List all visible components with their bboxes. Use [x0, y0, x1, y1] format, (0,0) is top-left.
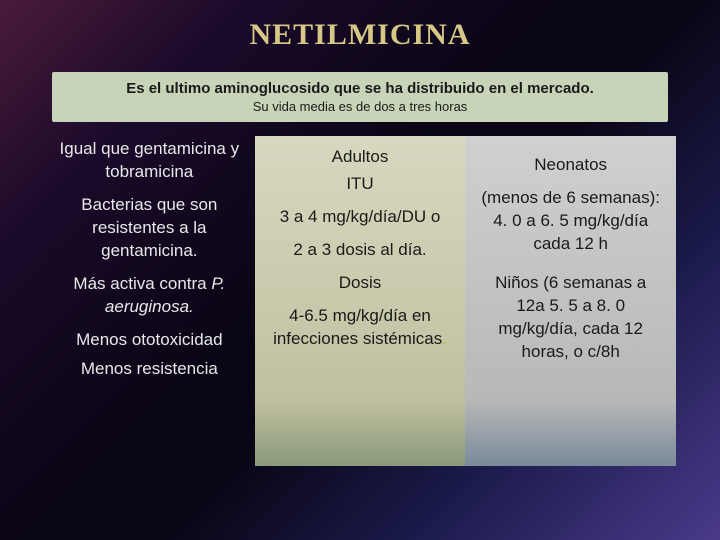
col1-p3a: Más activa contra — [73, 274, 211, 293]
col1-p1: Igual que gentamicina y tobramicina — [58, 138, 241, 184]
col2-dot: . — [442, 329, 447, 348]
page-title: NETILMICINA — [0, 0, 720, 52]
col3-l2: Niños (6 semanas a 12a 5. 5 a 8. 0 mg/kg… — [479, 272, 662, 364]
col1-p5: Menos resistencia — [58, 358, 241, 381]
col2-h2: ITU — [269, 173, 452, 196]
col3-h1: Neonatos — [479, 154, 662, 177]
columns-container: Igual que gentamicina y tobramicina Bact… — [44, 136, 676, 466]
subtitle-box: Es el ultimo aminoglucosido que se ha di… — [52, 72, 668, 122]
subtitle-line2: Su vida media es de dos a tres horas — [64, 99, 656, 114]
col2-l2: 2 a 3 dosis al día. — [269, 239, 452, 262]
col2-h3: Dosis — [269, 272, 452, 295]
column-2: Adultos ITU 3 a 4 mg/kg/día/DU o 2 a 3 d… — [255, 136, 466, 466]
col1-p2: Bacterias que son resistentes a la genta… — [58, 194, 241, 263]
column-3: Neonatos (menos de 6 semanas): 4. 0 a 6.… — [465, 136, 676, 466]
col2-l3a: 4-6.5 mg/kg/día en infecciones sistémica… — [273, 306, 442, 348]
subtitle-line1: Es el ultimo aminoglucosido que se ha di… — [64, 80, 656, 97]
col1-p3: Más activa contra P. aeruginosa. — [58, 273, 241, 319]
col2-h1: Adultos — [269, 146, 452, 169]
col2-l1: 3 a 4 mg/kg/día/DU o — [269, 206, 452, 229]
col1-p4: Menos ototoxicidad — [58, 329, 241, 352]
col3-l1: (menos de 6 semanas): 4. 0 a 6. 5 mg/kg/… — [479, 187, 662, 256]
column-1: Igual que gentamicina y tobramicina Bact… — [44, 136, 255, 466]
col2-l3: 4-6.5 mg/kg/día en infecciones sistémica… — [269, 305, 452, 351]
